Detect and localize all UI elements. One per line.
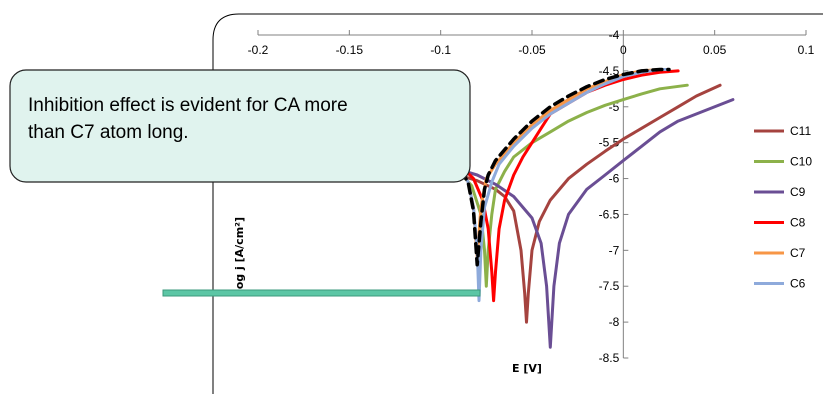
plot-area: -0.2 -0.15 -0.1 -0.05 0 0.05 0.1-4-4.5-5-5.5-6… xyxy=(248,28,815,365)
x-tick-label-0: -0.2 xyxy=(248,43,269,57)
chart-frame xyxy=(212,13,823,394)
legend-label-c7: C7 xyxy=(790,246,806,260)
x-tick-label-1: -0.15 xyxy=(336,43,364,57)
legend-label-c6: C6 xyxy=(790,277,806,291)
x-tick-label-6: 0.1 xyxy=(798,43,815,57)
y-tick-label-1: -4.5 xyxy=(599,64,620,78)
legend-label-c9: C9 xyxy=(790,185,806,199)
y-tick-label-2: -5 xyxy=(609,100,620,114)
y-tick-label-8: -8 xyxy=(609,315,620,329)
callout-line-2: than C7 atom long. xyxy=(28,122,189,143)
legend-label-c8: C8 xyxy=(790,216,806,230)
callout-line-1: Inhibition effect is evident for CA more xyxy=(28,95,348,116)
y-tick-label-7: -7.5 xyxy=(599,279,620,293)
legend: C11 C10 C9 C8 C7 C6 xyxy=(754,124,812,291)
x-tick-label-3: -0.05 xyxy=(518,43,546,57)
y-tick-label-6: -7 xyxy=(609,243,620,257)
y-axis-title: log j [A/cm²] xyxy=(233,217,246,293)
legend-label-c10: C10 xyxy=(790,155,812,169)
callout-box xyxy=(9,69,471,183)
series-line-c10 xyxy=(420,83,689,288)
y-tick-label-4: -6 xyxy=(609,172,620,186)
x-tick-label-4: 0 xyxy=(620,43,627,57)
series-line-c8 xyxy=(420,69,680,303)
y-tick-label-5: -6.5 xyxy=(599,207,620,221)
x-tick-label-5: 0.05 xyxy=(703,43,727,57)
y-tick-label-0: -4 xyxy=(609,28,620,42)
y-tick-label-9: -8.5 xyxy=(599,351,620,365)
series-line-dashed xyxy=(420,67,671,267)
x-tick-label-2: -0.1 xyxy=(430,43,451,57)
legend-label-c11: C11 xyxy=(790,124,811,138)
x-axis-title: E [V] xyxy=(512,362,542,375)
callout-pointer xyxy=(162,289,481,297)
series-line-c9 xyxy=(384,98,735,349)
